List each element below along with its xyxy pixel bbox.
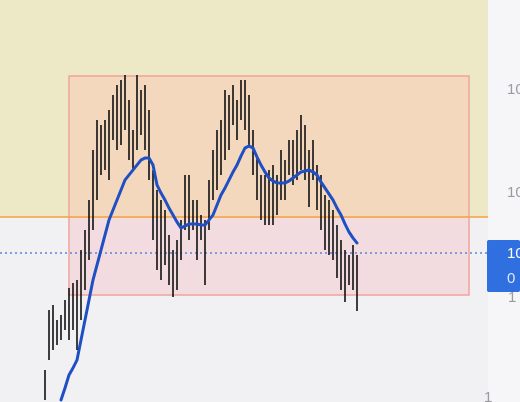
price-axis xyxy=(488,0,520,402)
price-label-box xyxy=(487,240,520,292)
axis-label: 1 xyxy=(508,289,516,306)
moving-average xyxy=(59,144,359,402)
axis-label: 1 xyxy=(484,389,492,402)
axis-label: 10 xyxy=(507,81,520,98)
price-label-sub: 0 xyxy=(507,270,515,287)
marks xyxy=(44,75,359,402)
range-box-border xyxy=(68,75,470,296)
price-label: 10 xyxy=(507,245,520,262)
axis-label: 10 xyxy=(507,184,520,201)
range-box-lower xyxy=(69,217,469,295)
